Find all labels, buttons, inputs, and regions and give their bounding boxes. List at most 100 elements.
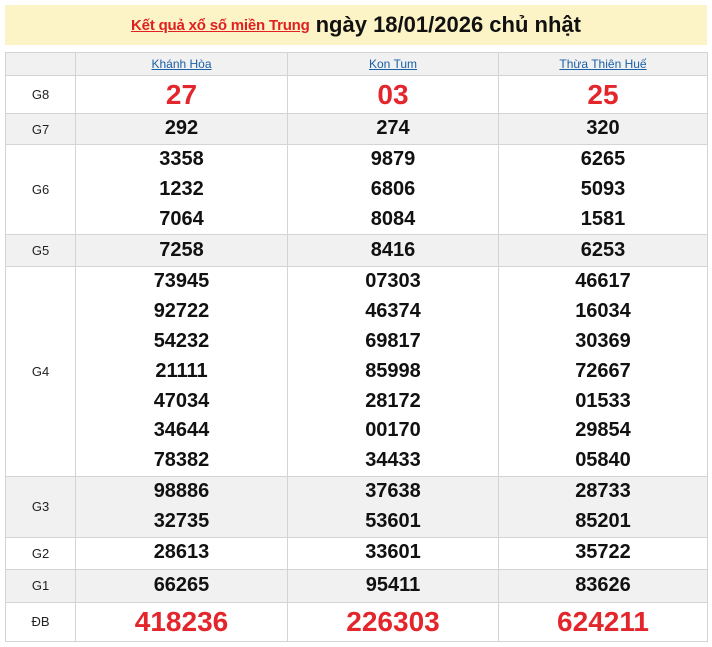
result-number: 78382 bbox=[153, 449, 210, 472]
prize-label: G4 bbox=[5, 266, 76, 477]
province-link[interactable]: Kon Tum bbox=[368, 57, 418, 71]
result-number: 1581 bbox=[580, 207, 626, 230]
result-cell: 73945 92722 54232 21111 47034 34644 78382 bbox=[75, 266, 288, 477]
province-link[interactable]: Khánh Hòa bbox=[151, 57, 212, 71]
result-number: 33601 bbox=[365, 541, 421, 564]
prize-label: G2 bbox=[5, 536, 76, 570]
result-number: 46374 bbox=[365, 300, 421, 323]
result-cell: 98886 32735 bbox=[75, 475, 288, 538]
prize-row-g2: G2 28613 33601 35722 bbox=[5, 536, 708, 570]
result-number: 53601 bbox=[365, 509, 421, 532]
result-cell: 9879 6806 8084 bbox=[287, 143, 499, 236]
result-cell: 46617 16034 30369 72667 01533 29854 05840 bbox=[498, 266, 708, 477]
result-number: 8416 bbox=[370, 238, 416, 261]
result-number: 92722 bbox=[153, 300, 210, 323]
result-number: 274 bbox=[376, 117, 410, 140]
prize-label: G3 bbox=[5, 475, 76, 538]
province-link[interactable]: Thừa Thiên Huế bbox=[559, 57, 647, 71]
province-header: Khánh Hòa bbox=[75, 52, 288, 76]
result-number: 320 bbox=[586, 117, 620, 140]
draw-date-title: ngày 18/01/2026 chủ nhật bbox=[315, 12, 581, 37]
result-cell: 624211 bbox=[498, 601, 708, 642]
result-number: 05840 bbox=[575, 449, 631, 472]
result-cell: 95411 bbox=[287, 568, 499, 603]
result-cell: 418236 bbox=[75, 601, 288, 642]
result-cell: 274 bbox=[287, 113, 499, 145]
result-number: 34644 bbox=[153, 419, 210, 442]
result-cell: 66265 bbox=[75, 568, 288, 603]
result-cell: 292 bbox=[75, 113, 288, 145]
province-header: Kon Tum bbox=[287, 52, 499, 76]
result-number: 21111 bbox=[155, 359, 208, 382]
result-number: 9879 bbox=[370, 148, 416, 170]
result-number: 29854 bbox=[575, 419, 631, 442]
result-cell: 3358 1232 7064 bbox=[75, 143, 288, 236]
province-header-row: Khánh Hòa Kon Tum Thừa Thiên Huế bbox=[5, 52, 708, 76]
result-number: 03 bbox=[377, 78, 409, 110]
result-number: 73945 bbox=[153, 270, 210, 293]
title-banner: Kết quả xổ số miền Trung ngày 18/01/2026… bbox=[5, 5, 707, 45]
result-number: 226303 bbox=[346, 605, 440, 637]
result-number: 28613 bbox=[153, 541, 210, 564]
result-number: 66265 bbox=[153, 573, 210, 596]
prize-label: G5 bbox=[5, 234, 76, 268]
result-number: 00170 bbox=[365, 419, 421, 442]
result-number: 8084 bbox=[370, 207, 416, 230]
result-cell: 28733 85201 bbox=[498, 475, 708, 538]
result-cell: 6253 bbox=[498, 234, 708, 268]
result-number: 3358 bbox=[159, 148, 204, 170]
prize-label: ĐB bbox=[5, 601, 76, 642]
result-cell: 33601 bbox=[287, 536, 499, 570]
result-number: 292 bbox=[164, 117, 199, 140]
prize-row-g4: G4 73945 92722 54232 21111 47034 34644 78382 073… bbox=[5, 266, 708, 477]
result-number: 37638 bbox=[365, 479, 421, 502]
result-number: 30369 bbox=[575, 329, 631, 352]
result-number: 6265 bbox=[580, 148, 626, 170]
result-number: 6806 bbox=[370, 177, 416, 200]
result-number: 624211 bbox=[557, 605, 649, 637]
result-cell: 6265 5093 1581 bbox=[498, 143, 708, 236]
result-number: 98886 bbox=[153, 479, 210, 502]
result-number: 35722 bbox=[575, 541, 631, 564]
result-number: 46617 bbox=[575, 270, 631, 293]
result-number: 32735 bbox=[153, 509, 210, 532]
result-cell: 7258 bbox=[75, 234, 288, 268]
result-number: 95411 bbox=[365, 573, 421, 596]
result-cell: 28613 bbox=[75, 536, 288, 570]
result-number: 54232 bbox=[153, 329, 210, 352]
prize-label: G8 bbox=[5, 75, 76, 114]
header-blank bbox=[5, 52, 76, 76]
result-number: 69817 bbox=[365, 329, 421, 352]
result-number: 16034 bbox=[575, 300, 631, 323]
result-number: 28733 bbox=[575, 479, 631, 502]
prize-row-đb: ĐB 418236 226303 624211 bbox=[5, 601, 708, 642]
result-number: 72667 bbox=[575, 359, 631, 382]
result-cell: 320 bbox=[498, 113, 708, 145]
result-number: 83626 bbox=[575, 573, 631, 596]
prize-row-g1: G1 66265 95411 83626 bbox=[5, 568, 708, 603]
prize-row-g5: G5 7258 8416 6253 bbox=[5, 234, 708, 268]
prize-label: G1 bbox=[5, 568, 76, 603]
result-cell: 37638 53601 bbox=[287, 475, 499, 538]
region-results-link[interactable]: Kết quả xổ số miền Trung bbox=[131, 16, 310, 34]
result-number: 5093 bbox=[580, 177, 626, 200]
result-number: 6253 bbox=[580, 238, 626, 261]
result-number: 85201 bbox=[575, 509, 631, 532]
result-number: 7064 bbox=[159, 207, 204, 230]
result-number: 01533 bbox=[575, 389, 631, 412]
result-cell: 27 bbox=[75, 75, 288, 114]
result-number: 27 bbox=[165, 78, 198, 110]
result-cell: 83626 bbox=[498, 568, 708, 603]
prize-label: G7 bbox=[5, 113, 76, 145]
result-number: 7258 bbox=[159, 238, 204, 261]
result-number: 28172 bbox=[365, 389, 421, 412]
result-cell: 35722 bbox=[498, 536, 708, 570]
result-cell: 03 bbox=[287, 75, 499, 114]
result-number: 25 bbox=[587, 78, 619, 110]
result-number: 1232 bbox=[159, 177, 204, 200]
prize-row-g6: G6 3358 1232 7064 9879 6806 8084 6265 5093 1581 bbox=[5, 143, 708, 236]
result-number: 34433 bbox=[365, 449, 421, 472]
result-number: 418236 bbox=[134, 605, 229, 637]
result-number: 85998 bbox=[365, 359, 421, 382]
prize-row-g3: G3 98886 32735 37638 53601 28733 85201 bbox=[5, 475, 708, 538]
